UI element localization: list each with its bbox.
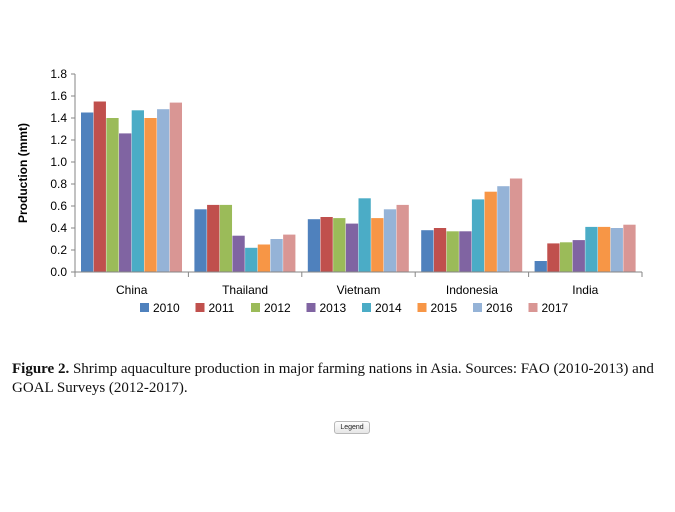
legend-label-2016: 2016 <box>486 301 513 315</box>
bar-thailand-2015 <box>257 244 271 272</box>
bar-indonesia-2011 <box>433 228 447 272</box>
bar-vietnam-2012 <box>333 218 346 272</box>
x-tick-labels: China Thailand Vietnam Indonesia India <box>116 283 599 297</box>
y-tick-labels: 0.0 0.2 0.4 0.6 0.8 1.0 1.2 1.4 1.6 1.8 <box>50 67 67 279</box>
bar-vietnam-2011 <box>320 217 333 272</box>
legend-swatch-2017 <box>528 303 538 312</box>
bar-thailand-2013 <box>232 235 245 272</box>
y-tick-label: 0.8 <box>50 177 67 191</box>
bar-vietnam-2017 <box>396 204 409 272</box>
bar-thailand-2017 <box>283 234 296 272</box>
bar-china-2014 <box>131 110 144 272</box>
bar-india-2015 <box>597 226 611 272</box>
bar-china-2016 <box>157 109 170 272</box>
bar-india-2016 <box>610 228 623 272</box>
y-tick-label: 0.4 <box>50 221 67 235</box>
y-tick-label: 1.2 <box>50 133 67 147</box>
y-axis-label: Production (mmt) <box>16 123 30 223</box>
bar-vietnam-2010 <box>307 219 321 272</box>
bar-chart: 0.0 0.2 0.4 0.6 0.8 1.0 1.2 1.4 1.6 1.8 China Thai… <box>16 67 643 315</box>
bar-vietnam-2016 <box>383 209 397 272</box>
axes-group <box>71 73 643 277</box>
legend-swatch-2014 <box>362 303 371 312</box>
bar-china-2015 <box>144 118 157 272</box>
legend-label-2014: 2014 <box>375 301 402 315</box>
bar-thailand-2011 <box>207 204 220 272</box>
legend-swatch-2015 <box>417 303 427 312</box>
y-tick-label: 0.0 <box>50 265 67 279</box>
chart-legend: 2010 2011 2012 2013 2014 2015 2016 2017 <box>140 301 569 315</box>
x-tick-label-china: China <box>116 283 148 297</box>
caption-text: Shrimp aquaculture production in major f… <box>12 361 654 396</box>
y-tick-label: 1.4 <box>50 111 67 125</box>
legend-swatch-2012 <box>251 303 260 312</box>
bar-thailand-2012 <box>219 204 233 272</box>
bar-vietnam-2013 <box>345 223 359 272</box>
bar-indonesia-2014 <box>471 199 485 272</box>
legend-label-2010: 2010 <box>153 301 180 315</box>
caption-label: Figure 2. <box>12 361 70 377</box>
legend-label-2015: 2015 <box>431 301 458 315</box>
bar-thailand-2010 <box>194 209 207 272</box>
y-tick-label: 1.6 <box>50 89 67 103</box>
bar-india-2012 <box>559 242 573 272</box>
bar-china-2013 <box>119 133 132 272</box>
bar-china-2011 <box>93 101 106 272</box>
y-tick-label: 1.8 <box>50 67 67 81</box>
y-tick-label: 0.6 <box>50 199 67 213</box>
x-tick-label-indonesia: Indonesia <box>446 283 498 297</box>
legend-label-2013: 2013 <box>320 301 347 315</box>
legend-label-2012: 2012 <box>264 301 291 315</box>
bar-vietnam-2015 <box>371 218 384 272</box>
bar-thailand-2016 <box>270 239 283 272</box>
bar-india-2011 <box>547 243 560 272</box>
bar-vietnam-2014 <box>358 198 371 272</box>
legend-label-2017: 2017 <box>542 301 569 315</box>
bar-india-2017 <box>623 224 636 272</box>
legend-swatch-2016 <box>473 303 482 312</box>
figure-caption: Figure 2. Shrimp aquaculture production … <box>12 360 667 398</box>
legend-swatch-2010 <box>140 303 149 312</box>
bar-india-2013 <box>572 240 585 272</box>
legend-label-2011: 2011 <box>209 301 235 315</box>
bar-india-2014 <box>585 226 598 272</box>
bar-indonesia-2012 <box>446 231 459 272</box>
bar-china-2012 <box>106 118 119 272</box>
legend-swatch-2011 <box>195 303 205 312</box>
x-tick-label-thailand: Thailand <box>222 283 268 297</box>
bar-indonesia-2015 <box>484 191 497 272</box>
legend-swatch-2013 <box>306 303 316 312</box>
bars-group <box>81 101 636 272</box>
bar-china-2017 <box>169 102 183 272</box>
y-tick-label: 0.2 <box>50 243 67 257</box>
bar-indonesia-2013 <box>459 231 472 272</box>
bar-indonesia-2016 <box>497 186 510 272</box>
bar-indonesia-2010 <box>421 230 434 272</box>
bar-thailand-2014 <box>245 247 258 272</box>
legend-button[interactable]: Legend <box>334 421 370 434</box>
x-tick-label-india: India <box>572 283 598 297</box>
bar-china-2010 <box>81 112 94 272</box>
bar-indonesia-2017 <box>509 178 523 272</box>
y-tick-label: 1.0 <box>50 155 67 169</box>
bar-india-2010 <box>534 261 547 272</box>
x-tick-label-vietnam: Vietnam <box>337 283 381 297</box>
